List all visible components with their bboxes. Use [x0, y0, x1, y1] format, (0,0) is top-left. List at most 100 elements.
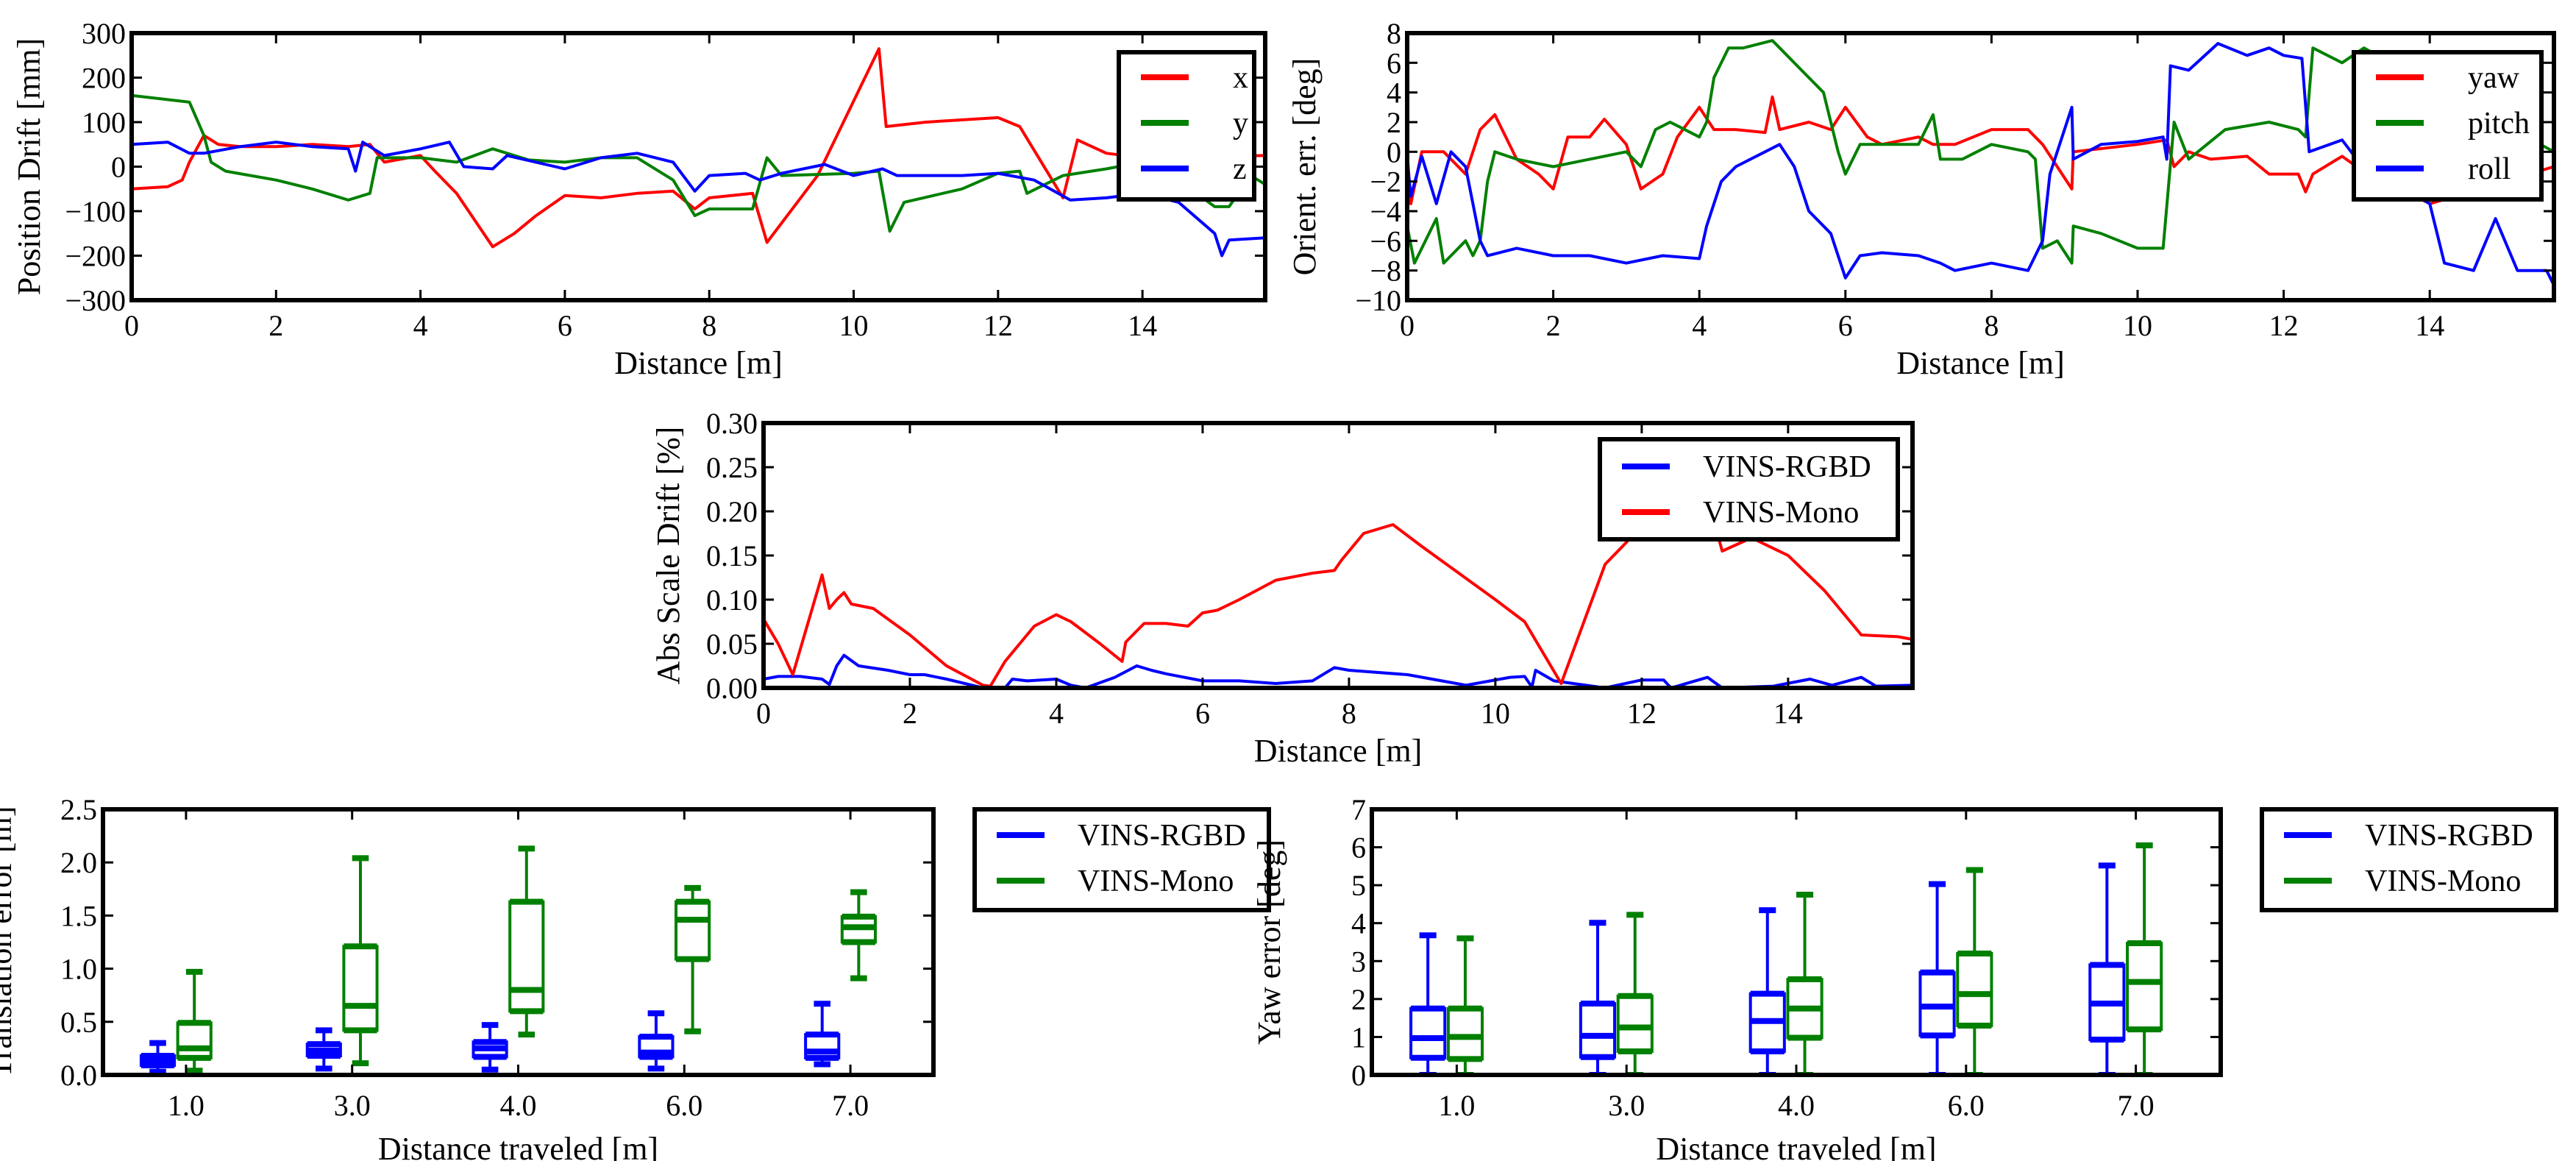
legend-label: VINS-Mono: [2365, 864, 2521, 898]
series-line-z: [132, 141, 1265, 258]
y-tick-label: 7: [1351, 793, 1366, 826]
box-iqr: [1616, 994, 1654, 1054]
y-tick-label: 300: [82, 17, 126, 50]
y-tick-label: 0.20: [706, 495, 758, 528]
legend-label: roll: [2468, 152, 2511, 186]
y-tick-label: 5: [1351, 869, 1366, 902]
box-iqr: [1446, 1006, 1484, 1061]
x-tick-label: 4.0: [1778, 1089, 1815, 1122]
y-axis-label: Abs Scale Drift [%]: [650, 427, 686, 685]
y-tick-label: 1: [1351, 1020, 1366, 1054]
box-vins-mono-4.0: [508, 845, 545, 1038]
x-tick-label: 1.0: [1438, 1089, 1475, 1122]
legend-frame: [2260, 807, 2558, 912]
box-vins-rgbd-7.0: [2088, 862, 2126, 1075]
y-tick-label: −2: [1370, 166, 1401, 199]
y-tick-label: 0.30: [706, 407, 758, 440]
box-vins-rgbd-1.0: [1409, 932, 1447, 1075]
x-tick-label: 10: [839, 309, 869, 342]
x-tick-label: 14: [1773, 697, 1803, 730]
legend: VINS-RGBD VINS-Mono: [2260, 807, 2558, 912]
box-vins-mono-1.0: [1446, 935, 1484, 1075]
chart-3: 0 2 4 6 8 10 12 14 0.00 0.05 0.10 0.15 0.20 0.25 0.30 D…: [650, 407, 1915, 769]
x-tick-label: 12: [1627, 697, 1657, 730]
x-tick-label: 8: [1984, 309, 1999, 342]
legend: yaw pitch roll: [2352, 50, 2544, 202]
box-iqr: [2126, 942, 2163, 1032]
x-tick-label: 0: [1400, 309, 1415, 342]
legend-label: z: [1233, 152, 1247, 186]
legend-frame: [972, 807, 1271, 912]
box-iqr: [675, 900, 711, 961]
legend-label: y: [1233, 107, 1248, 141]
series-line-pitch: [1407, 39, 2554, 265]
y-axis-label: Orient. err. [deg]: [1287, 58, 1323, 276]
x-tick-label: 7.0: [2118, 1089, 2155, 1122]
axes-frame: [1405, 31, 2556, 302]
x-tick-label: 0: [124, 309, 139, 342]
y-tick-label: 0.0: [60, 1059, 97, 1092]
box-vins-rgbd-6.0: [638, 1010, 675, 1072]
series-line-yaw: [1407, 95, 2554, 205]
box-vins-rgbd-4.0: [1748, 907, 1786, 1075]
x-tick-label: 12: [2269, 309, 2299, 342]
x-tick-label: 0: [756, 697, 771, 730]
box-vins-mono-4.0: [1786, 892, 1824, 1075]
box-vins-rgbd-3.0: [305, 1027, 342, 1072]
x-tick-label: 6: [558, 309, 572, 342]
x-axis-label: Distance traveled [m]: [1656, 1131, 1936, 1161]
y-axis-label: Yaw error [deg]: [1251, 839, 1287, 1045]
legend: xyz: [1117, 50, 1256, 202]
x-tick-label: 4: [1692, 309, 1707, 342]
box-vins-mono-7.0: [840, 889, 877, 981]
y-tick-label: 0: [1351, 1059, 1366, 1092]
x-tick-label: 12: [983, 309, 1013, 342]
x-tick-label: 7.0: [832, 1089, 869, 1122]
legend-label: VINS-Mono: [1703, 496, 1859, 530]
x-tick-label: 6: [1195, 697, 1210, 730]
x-tick-label: 8: [1342, 697, 1356, 730]
box-vins-rgbd-1.0: [139, 1040, 177, 1075]
y-tick-label: 0: [111, 151, 126, 184]
x-axis-label: Distance [m]: [614, 345, 782, 381]
series-line-vins-rgbd: [764, 653, 1913, 688]
legend-label: VINS-RGBD: [1078, 819, 1246, 853]
x-axis-label: Distance [m]: [1896, 345, 2064, 381]
legend-label: pitch: [2468, 107, 2530, 141]
legend-label: x: [1233, 61, 1248, 95]
y-tick-label: 2: [1351, 983, 1366, 1016]
x-tick-label: 10: [2123, 309, 2152, 342]
x-axis-label: Distance traveled [m]: [378, 1131, 658, 1161]
x-tick-label: 14: [1128, 309, 1157, 342]
box-iqr: [1956, 951, 1993, 1027]
y-tick-label: 2.0: [60, 846, 97, 879]
box-vins-mono-3.0: [342, 855, 379, 1067]
y-tick-label: 8: [1387, 17, 1401, 50]
series-line-x: [132, 47, 1265, 249]
series-line-y: [132, 93, 1265, 233]
legend-frame: [1598, 437, 1900, 542]
legend: VINS-RGBD VINS-Mono: [1598, 437, 1900, 542]
legend-label: VINS-Mono: [1078, 864, 1234, 898]
box-iqr: [508, 900, 545, 1013]
x-tick-label: 3.0: [334, 1089, 371, 1122]
x-tick-label: 8: [702, 309, 716, 342]
series-line-roll: [1407, 42, 2554, 286]
x-tick-label: 6: [1838, 309, 1853, 342]
x-tick-label: 4: [413, 309, 428, 342]
y-tick-label: 0.5: [60, 1006, 97, 1039]
plot-area: [1407, 39, 2554, 286]
legend-label: VINS-RGBD: [2365, 819, 2533, 853]
box-vins-mono-6.0: [1956, 867, 1993, 1075]
y-tick-label: 4: [1351, 907, 1366, 940]
x-tick-label: 2: [1546, 309, 1561, 342]
box-vins-mono-1.0: [176, 968, 213, 1074]
x-tick-label: 6.0: [1948, 1089, 1985, 1122]
box-iqr: [1579, 1002, 1617, 1059]
y-tick-label: 0.15: [706, 539, 758, 572]
x-tick-label: 1.0: [168, 1089, 204, 1122]
chart-1: 0 2 4 6 8 10 12 14 −300 −200 −100 0 100 200 300 Distanc…: [11, 17, 1267, 381]
y-tick-label: −4: [1370, 195, 1401, 228]
legend: VINS-RGBD VINS-Mono: [972, 807, 1271, 912]
